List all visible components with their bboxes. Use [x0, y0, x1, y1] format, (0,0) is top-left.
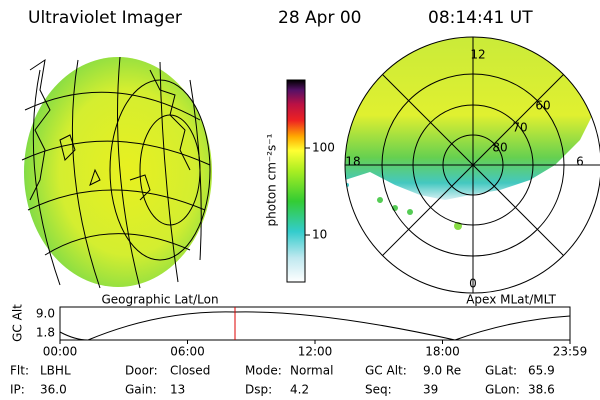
mlt-label: 18: [345, 155, 360, 169]
date: 28 Apr 00: [278, 8, 361, 28]
colorbar-tick-label: 100: [312, 141, 335, 155]
x-tick-label: 06:00: [170, 345, 205, 359]
status-value: 39: [423, 383, 438, 397]
x-tick-label: 00:00: [43, 345, 78, 359]
status-value: 38.6: [528, 383, 555, 397]
lat-label: 60: [535, 99, 550, 113]
lat-label: 80: [492, 141, 507, 155]
caption: Apex MLat/MLT: [466, 293, 556, 307]
x-tick-label: 23:59: [553, 345, 588, 359]
status-value: 4.2: [290, 383, 309, 397]
status-value: 13: [170, 383, 185, 397]
colorbar: [286, 79, 306, 283]
colorbar-label: photon cm⁻²s⁻¹: [265, 133, 279, 226]
status-value: 36.0: [40, 383, 67, 397]
status-value: Closed: [170, 364, 210, 378]
status-value: LBHL: [40, 364, 71, 378]
polar-image: [344, 36, 600, 294]
time: 08:14:41 UT: [428, 8, 533, 28]
status-label: GC Alt:: [365, 364, 407, 378]
y-tick-label: 1.8: [36, 326, 55, 340]
status-value: Normal: [290, 364, 333, 378]
y-tick-label: 9.0: [36, 307, 55, 321]
status-label: Dsp:: [245, 383, 272, 397]
mlt-label: 6: [576, 155, 584, 169]
status-value: 9.0 Re: [423, 364, 461, 378]
x-tick-label: 12:00: [298, 345, 333, 359]
status-label: GLat:: [485, 364, 517, 378]
status-label: Seq:: [365, 383, 392, 397]
altitude-curve: [59, 311, 571, 341]
status-label: Flt:: [10, 364, 29, 378]
status-label: GLon:: [485, 383, 520, 397]
caption: Geographic Lat/Lon: [101, 293, 218, 307]
status-label: IP:: [10, 383, 25, 397]
status-label: Mode:: [245, 364, 282, 378]
x-tick-label: 18:00: [425, 345, 460, 359]
lat-label: 70: [512, 121, 527, 135]
status-label: Gain:: [125, 383, 157, 397]
mlt-label: 12: [470, 48, 485, 62]
status-label: Door:: [125, 364, 158, 378]
mlt-label: 0: [469, 277, 477, 291]
geographic-image: [21, 56, 212, 289]
colorbar-tick-label: 10: [312, 228, 327, 242]
status-value: 65.9: [528, 364, 555, 378]
axis-label: GC Alt: [11, 304, 25, 342]
title: Ultraviolet Imager: [28, 8, 182, 28]
